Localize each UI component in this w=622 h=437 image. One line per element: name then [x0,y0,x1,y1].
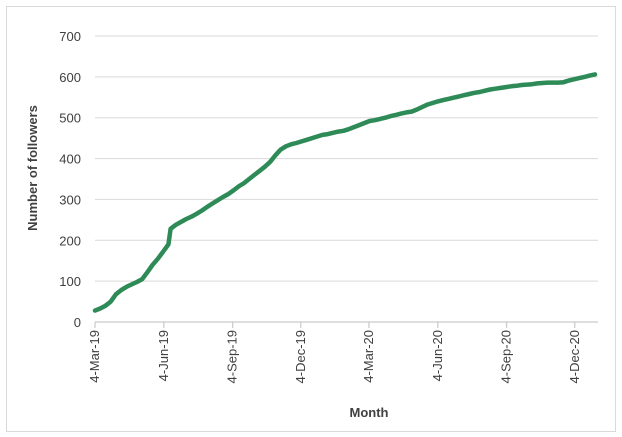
x-tick-label: 4-Jun-20 [430,330,445,381]
x-axis-label: Month [350,405,389,420]
x-tick-label: 4-Dec-20 [567,330,582,383]
y-tick-label: 100 [59,274,81,289]
x-tick-label: 4-Sep-19 [225,330,240,383]
x-tick-label: 4-Jun-19 [156,330,171,381]
y-tick-label: 300 [59,192,81,207]
y-tick-label: 0 [74,315,81,330]
y-tick-label: 600 [59,70,81,85]
gridlines [95,35,598,282]
x-axis-tick-labels: 4-Mar-19 4-Jun-19 4-Sep-19 4-Dec-19 4-Mar-20… [87,330,582,383]
y-axis-label: Number of followers [25,105,40,231]
x-axis [94,321,598,328]
series-line [92,72,598,313]
series-group [92,72,598,313]
y-tick-label: 200 [59,233,81,248]
y-tick-label: 700 [59,29,81,44]
x-tick-label: 4-Mar-20 [361,330,376,383]
y-axis-tick-labels: 0 100 200 300 400 500 600 700 [59,29,81,330]
x-tick-label: 4-Mar-19 [87,330,102,383]
x-tick-label: 4-Dec-19 [293,330,308,383]
y-tick-label: 400 [59,152,81,167]
y-tick-label: 500 [59,111,81,126]
x-tick-label: 4-Sep-20 [499,330,514,383]
